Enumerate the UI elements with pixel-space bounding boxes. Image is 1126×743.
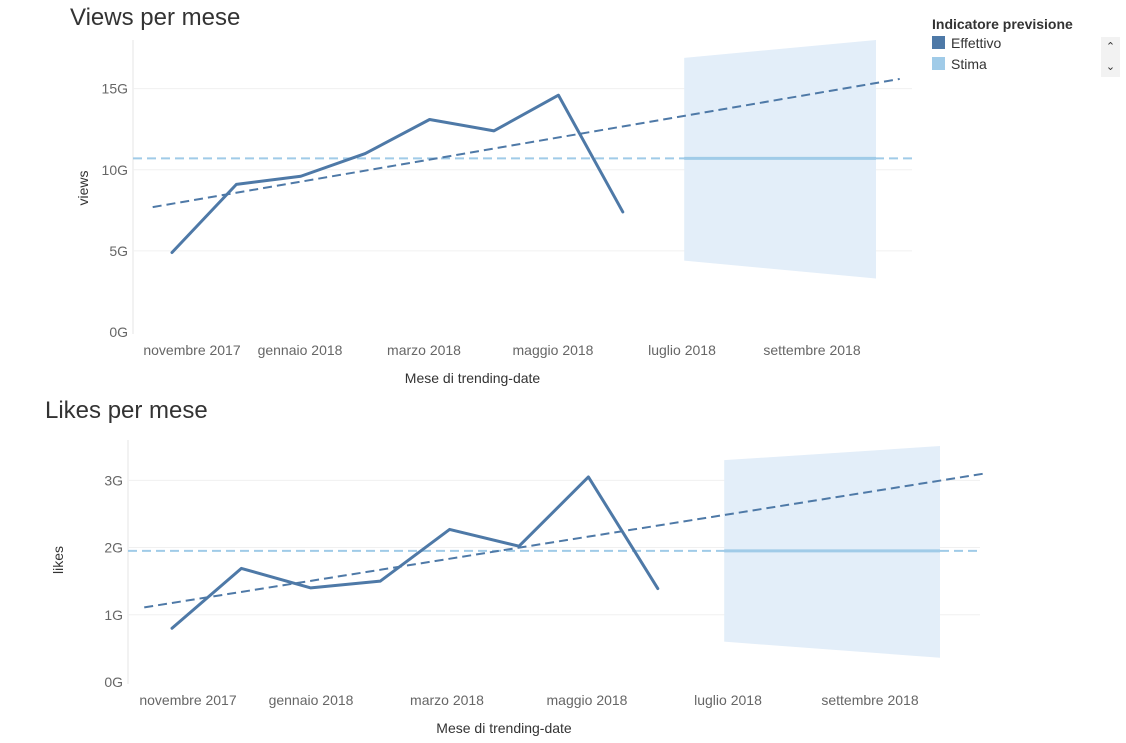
likes-y-tick-label: 2G xyxy=(104,540,123,556)
views-x-tick-label: maggio 2018 xyxy=(513,342,594,358)
likes-x-tick-label: settembre 2018 xyxy=(821,692,918,708)
scroll-down-icon[interactable]: ⌄ xyxy=(1105,61,1116,73)
likes-y-tick-label: 1G xyxy=(104,607,123,623)
views-series-effettivo xyxy=(170,93,625,255)
views-x-tick-label: marzo 2018 xyxy=(387,342,461,358)
legend-title: Indicatore previsione xyxy=(932,16,1073,32)
views-y-tick-label: 15G xyxy=(102,81,128,97)
views-x-tick-label: gennaio 2018 xyxy=(258,342,343,358)
likes-x-tick-label: marzo 2018 xyxy=(410,692,484,708)
likes-chart-title: Likes per mese xyxy=(45,397,208,424)
likes-x-axis-title: Mese di trending-date xyxy=(436,720,572,736)
views-x-tick-label: settembre 2018 xyxy=(763,342,860,358)
views-trend-line xyxy=(152,77,900,209)
likes-x-tick-label: gennaio 2018 xyxy=(269,692,354,708)
legend-swatch-effettivo xyxy=(932,36,945,49)
views-chart-title: Views per mese xyxy=(70,4,241,31)
likes-series-effettivo xyxy=(170,475,660,630)
views-x-tick-label: luglio 2018 xyxy=(648,342,716,358)
views-y-tick-label: 10G xyxy=(102,162,128,178)
forecast-legend: Indicatore previsione Effettivo Stima xyxy=(932,16,1126,74)
views-y-axis-title: views xyxy=(75,170,91,205)
likes-x-tick-label: luglio 2018 xyxy=(694,692,762,708)
views-x-tick-label: novembre 2017 xyxy=(143,342,241,358)
views-y-tick-label: 0G xyxy=(109,324,128,340)
legend-swatch-stima xyxy=(932,57,945,70)
likes-y-tick-label: 0G xyxy=(104,674,123,690)
scroll-up-icon[interactable]: ⌃ xyxy=(1105,41,1116,53)
views-y-tick-label: 5G xyxy=(109,243,128,259)
legend-label-stima: Stima xyxy=(951,55,987,72)
views-chart: 0G 5G 10G 15G novembre 2017 gennaio 2018 marzo… xyxy=(75,40,912,386)
legend-item-effettivo[interactable]: Effettivo xyxy=(932,32,1126,53)
likes-y-tick-label: 3G xyxy=(104,472,123,488)
legend-item-stima[interactable]: Stima xyxy=(932,53,1126,74)
likes-trend-line xyxy=(144,472,985,609)
likes-y-axis-title: likes xyxy=(50,546,66,574)
likes-x-tick-label: maggio 2018 xyxy=(547,692,628,708)
views-x-axis-title: Mese di trending-date xyxy=(405,370,541,386)
legend-label-effettivo: Effettivo xyxy=(951,34,1002,51)
legend-scrollbar[interactable]: ⌃ ⌄ xyxy=(1101,37,1120,77)
likes-x-tick-label: novembre 2017 xyxy=(139,692,237,708)
